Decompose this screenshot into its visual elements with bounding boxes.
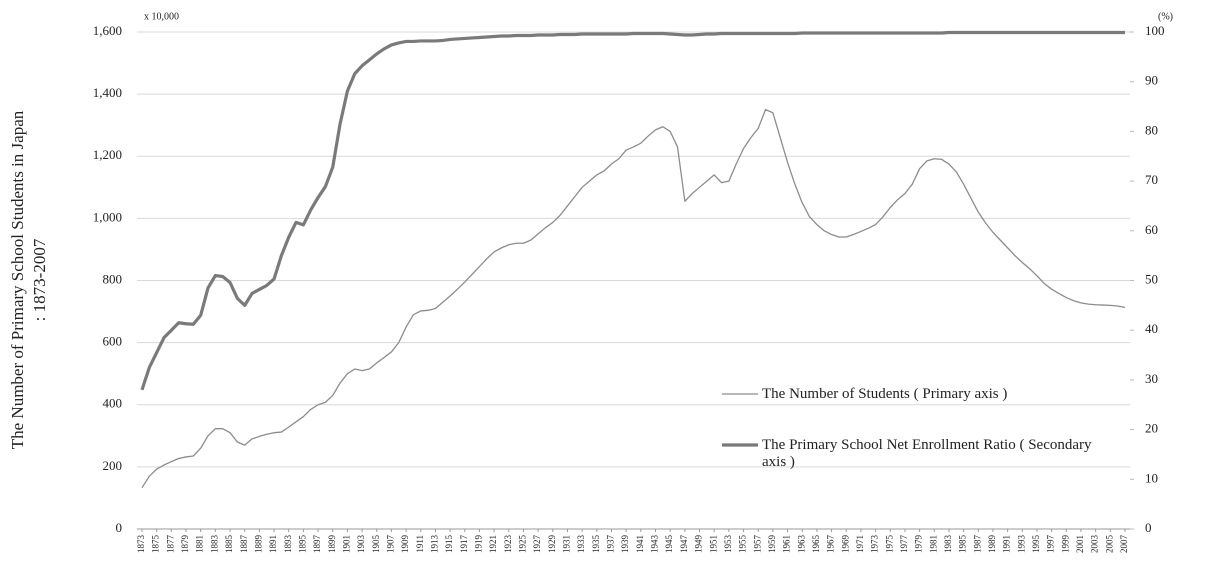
x-tick-label: 2007 — [1119, 535, 1129, 554]
y-tick-label: 800 — [103, 271, 123, 286]
y-axis-title: The Number of Primary School Students in… — [8, 110, 27, 449]
x-tick-label: 1927 — [532, 535, 542, 554]
x-tick-label: 2001 — [1075, 535, 1085, 553]
x-tick-label: 2005 — [1104, 535, 1114, 554]
data-line — [140, 30, 1125, 391]
x-tick-label: 1875 — [151, 535, 161, 554]
x-tick-label: 1909 — [400, 535, 410, 554]
x-tick-label: 1925 — [518, 535, 528, 554]
x-tick-label: 1953 — [723, 535, 733, 554]
x-tick-label: 1937 — [606, 535, 616, 554]
x-tick-label: 1939 — [620, 535, 630, 554]
y2-tick-label: 40 — [1145, 321, 1158, 336]
y-tick-label: 400 — [103, 396, 123, 411]
x-tick-label: 1901 — [341, 535, 351, 553]
y2-tick-label: 20 — [1145, 421, 1158, 436]
x-tick-label: 1923 — [503, 535, 513, 554]
x-tick-label: 1999 — [1060, 535, 1070, 554]
y-axis-title: : 1873-2007 — [30, 238, 49, 321]
x-tick-label: 1889 — [253, 535, 263, 554]
x-tick-label: 1877 — [165, 535, 175, 554]
x-tick-label: 1981 — [928, 535, 938, 553]
x-tick-label: 1905 — [371, 535, 381, 554]
y-tick-label: 600 — [103, 334, 123, 349]
x-tick-label: 1973 — [870, 535, 880, 554]
x-tick-label: 1983 — [943, 535, 953, 554]
x-tick-label: 1961 — [782, 535, 792, 553]
x-tick-label: 1947 — [679, 535, 689, 554]
x-tick-label: 1945 — [664, 535, 674, 554]
x-tick-label: 1971 — [855, 535, 865, 553]
x-tick-label: 1931 — [562, 535, 572, 553]
x-tick-label: 1985 — [958, 535, 968, 554]
x-tick-label: 1911 — [415, 535, 425, 553]
y2-tick-label: 90 — [1145, 73, 1158, 88]
x-tick-label: 1895 — [297, 535, 307, 554]
y2-tick-label: 80 — [1145, 122, 1158, 137]
x-tick-label: 1899 — [327, 535, 337, 554]
x-tick-label: 1957 — [752, 535, 762, 554]
x-tick-label: 2003 — [1090, 535, 1100, 554]
x-tick-label: 1969 — [840, 535, 850, 554]
x-tick-label: 1987 — [972, 535, 982, 554]
x-tick-label: 1951 — [708, 535, 718, 553]
x-tick-label: 1963 — [796, 535, 806, 554]
x-tick-label: 1881 — [195, 535, 205, 553]
x-tick-label: 1907 — [385, 535, 395, 554]
x-tick-label: 1903 — [356, 535, 366, 554]
y2-tick-label: 30 — [1145, 371, 1158, 386]
y-unit: x 10,000 — [144, 11, 179, 22]
x-tick-label: 1915 — [444, 535, 454, 554]
y-tick-label: 1,400 — [93, 85, 122, 100]
x-tick-label: 1929 — [547, 535, 557, 554]
x-tick-label: 1949 — [694, 535, 704, 554]
x-tick-label: 1995 — [1031, 535, 1041, 554]
x-tick-label: 1941 — [635, 535, 645, 553]
x-tick-label: 1989 — [987, 535, 997, 554]
x-tick-label: 1993 — [1016, 535, 1026, 554]
x-tick-label: 1979 — [914, 535, 924, 554]
x-tick-label: 1975 — [884, 535, 894, 554]
x-tick-label: 1965 — [811, 535, 821, 554]
x-tick-label: 1885 — [224, 535, 234, 554]
x-tick-label: 1883 — [209, 535, 219, 554]
x-tick-label: 1879 — [180, 535, 190, 554]
x-tick-label: 1977 — [899, 535, 909, 554]
x-tick-label: 1917 — [459, 535, 469, 554]
x-tick-label: 1935 — [591, 535, 601, 554]
x-tick-label: 1921 — [488, 535, 498, 553]
x-tick-label: 1913 — [429, 535, 439, 554]
x-tick-label: 1959 — [767, 535, 777, 554]
x-tick-label: 1933 — [576, 535, 586, 554]
y2-tick-label: 60 — [1145, 222, 1158, 237]
x-tick-label: 1897 — [312, 535, 322, 554]
x-tick-label: 1919 — [474, 535, 484, 554]
y2-tick-label: 70 — [1145, 172, 1158, 187]
y-tick-label: 1,600 — [93, 23, 122, 38]
x-tick-label: 1873 — [136, 535, 146, 554]
y-tick-label: 1,200 — [93, 147, 122, 162]
legend-entry: The Primary School Net Enrollment Ratio … — [762, 437, 1092, 470]
x-tick-label: 1891 — [268, 535, 278, 553]
x-tick-label: 1893 — [283, 535, 293, 554]
x-tick-label: 1967 — [826, 535, 836, 554]
y2-tick-label: 100 — [1145, 23, 1165, 38]
x-tick-label: 1991 — [1002, 535, 1012, 553]
x-tick-label: 1887 — [239, 535, 249, 554]
y2-tick-label: 0 — [1145, 520, 1152, 535]
legend-entry: The Number of Students ( Primary axis ) — [762, 386, 1008, 402]
x-tick-label: 1955 — [738, 535, 748, 554]
y-tick-label: 0 — [116, 520, 123, 535]
y2-tick-label: 50 — [1145, 271, 1158, 286]
y-tick-label: 200 — [103, 458, 123, 473]
data-line — [141, 109, 1126, 489]
x-tick-label: 1997 — [1046, 535, 1056, 554]
y2-unit: (%) — [1158, 11, 1173, 22]
y2-tick-label: 10 — [1145, 470, 1158, 485]
x-tick-label: 1943 — [650, 535, 660, 554]
y-tick-label: 1,000 — [93, 209, 122, 224]
